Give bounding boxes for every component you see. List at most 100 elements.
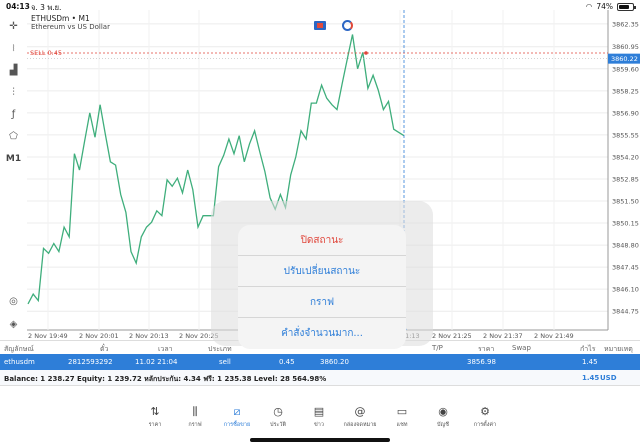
nav-trade[interactable]: ⧄ การซื้อขาย (217, 405, 257, 429)
wifi-icon: ◠ (585, 2, 593, 11)
nav-chat[interactable]: ▭ แชท (382, 405, 422, 429)
modify-position-menu-item[interactable]: ปรับเปลี่ยนสถานะ (238, 256, 406, 287)
time-tick-label: 2 Nov 21:37 (483, 332, 523, 340)
chart-menu-item[interactable]: กราฟ (238, 287, 406, 318)
price-tick-label: 3851.50 (612, 198, 639, 206)
price-tick-label: 3848.80 (612, 242, 639, 250)
price-tick-label: 3847.45 (612, 264, 639, 272)
objects-icon[interactable]: ⬠ (9, 131, 18, 142)
nav-account-label: บัญชี (437, 422, 449, 428)
time-tick-label: 2 Nov 20:25 (179, 332, 219, 340)
nav-news[interactable]: ▤ ข่าว (299, 405, 339, 429)
price-tick-label: 3850.15 (612, 220, 639, 228)
time-tick-label: 2 Nov 19:49 (28, 332, 68, 340)
close-position-menu-item[interactable]: ปิดสถานะ (238, 225, 406, 256)
status-date: จ. 3 พ.ย. (31, 3, 62, 12)
function-icon[interactable]: ƒ (11, 109, 16, 120)
col-time: เวลา (158, 345, 173, 353)
time-tick-label: 2 Nov 21:49 (534, 332, 574, 340)
trade-marker-dot (364, 51, 368, 55)
price-tick-label: 3854.20 (612, 153, 639, 161)
current-price-label: 3860.22 (611, 55, 638, 63)
settings-icon: ⚙ (480, 405, 490, 418)
history-icon: ◷ (273, 405, 283, 418)
quotes-icon: ⇅ (150, 405, 160, 418)
chart-symbol: ETHUSDm • M1 (31, 14, 90, 23)
row-ticket: 2812593292 (68, 358, 113, 366)
nav-chat-label: แชท (396, 422, 408, 428)
chart-icon: ⫼ (192, 405, 198, 418)
sell-position-label: SELL 0.45 (30, 49, 63, 57)
chart-top-buttons (314, 20, 353, 31)
col-price: ราคา (478, 345, 495, 353)
nav-account[interactable]: ◉ บัญชี (423, 405, 463, 429)
battery-icon (617, 2, 636, 11)
status-time: 04:13 (6, 2, 30, 11)
price-tick-label: 3852.85 (612, 175, 639, 183)
nav-mailbox[interactable]: @ กล่องจดหมาย (340, 405, 380, 429)
trade-icon: ⧄ (233, 405, 241, 418)
nav-settings-label: การตั้งค่า (473, 422, 497, 428)
timeframe-button[interactable]: M1 (5, 153, 22, 164)
nav-quotes[interactable]: ⇅ ราคา (135, 405, 175, 429)
indicators-icon[interactable]: ⫶ (12, 87, 15, 98)
account-icon: ◉ (438, 405, 448, 418)
col-profit: กำไร (580, 345, 596, 353)
battery-percent: 74% (596, 2, 613, 11)
balance-summary: Balance: 1 238.27 Equity: 1 239.72 หลักป… (4, 375, 327, 383)
chat-icon: ▭ (396, 405, 408, 418)
indicator-toggle-icon[interactable] (342, 20, 353, 31)
price-tick-label: 3858.25 (612, 87, 639, 95)
row-open-price: 3860.20 (320, 358, 349, 366)
time-tick-label: 2 Nov 20:01 (79, 332, 119, 340)
row-volume: 0.45 (279, 358, 295, 366)
price-tick-label: 3856.90 (612, 109, 639, 117)
nav-settings[interactable]: ⚙ การตั้งค่า (465, 405, 505, 429)
time-tick-label: 2 Nov 21:25 (432, 332, 472, 340)
col-comment: หมายเหตุ (604, 345, 633, 353)
price-series-line (27, 34, 405, 305)
bar-chart-icon[interactable]: ▟ (9, 65, 18, 76)
nav-chart-label: กราฟ (188, 422, 202, 428)
nav-chart[interactable]: ⫼ กราฟ (175, 405, 215, 429)
position-row[interactable]: ethusdm 2812593292 11.02 21:04 sell 0.45… (0, 354, 640, 370)
bottom-nav: ⇅ ราคา ⫼ กราฟ ⧄ การซื้อขาย ◷ ประวัติ ▤ ข่าว @… (0, 400, 640, 447)
col-tp: T/P (432, 344, 443, 352)
account-currency: USD (600, 374, 617, 382)
chart-type-icon[interactable]: ⧘ (12, 43, 15, 54)
mailbox-icon: @ (354, 405, 366, 418)
bulk-operations-menu-item[interactable]: คำสั่งจำนวนมาก... (281, 328, 363, 339)
col-ticket: ตั๋ว (100, 345, 109, 353)
chart-description: Ethereum vs US Dollar (31, 23, 110, 31)
status-right: ◠ 74% (585, 2, 636, 11)
price-tick-label: 3862.35 (612, 20, 639, 28)
price-tick-label: 3846.10 (612, 286, 639, 294)
nav-mailbox-label: กล่องจดหมาย (343, 422, 377, 428)
news-icon: ▤ (313, 405, 325, 418)
nav-trade-label: การซื้อขาย (223, 422, 251, 428)
nav-quotes-label: ราคา (148, 422, 162, 428)
trade-panel-icon[interactable]: ◈ (9, 319, 18, 330)
time-tick-label: 2 Nov 20:13 (129, 332, 169, 340)
row-type: sell (219, 358, 231, 366)
row-price: 3856.98 (467, 358, 496, 366)
crosshair-icon[interactable]: ✛ (9, 21, 18, 32)
price-tick-label: 3860.95 (612, 43, 639, 51)
one-click-trading-icon[interactable] (314, 21, 326, 30)
total-profit: 1.45 (582, 374, 600, 382)
row-time: 11.02 21:04 (135, 358, 178, 366)
zoom-icon[interactable]: ◎ (9, 296, 18, 307)
balance-row: Balance: 1 238.27 Equity: 1 239.72 หลักป… (0, 370, 640, 386)
price-tick-label: 3855.55 (612, 131, 639, 139)
col-type: ประเภท (208, 345, 232, 353)
nav-history[interactable]: ◷ ประวัติ (258, 405, 298, 429)
row-symbol: ethusdm (4, 358, 35, 366)
nav-news-label: ข่าว (314, 422, 324, 428)
context-menu: ปิดสถานะ ปรับเปลี่ยนสถานะ กราฟ คำสั่งจำน… (238, 225, 406, 349)
price-tick-label: 3844.75 (612, 308, 639, 316)
home-indicator (250, 438, 390, 442)
left-toolbar: ✛ ⧘ ▟ ⫶ ƒ ⬠ M1 ◎ ◈ (0, 12, 27, 342)
row-profit: 1.45 (582, 358, 598, 366)
status-bar: 04:13 จ. 3 พ.ย. ◠ 74% (0, 0, 640, 14)
col-symbol: สัญลักษณ์ (4, 345, 34, 353)
